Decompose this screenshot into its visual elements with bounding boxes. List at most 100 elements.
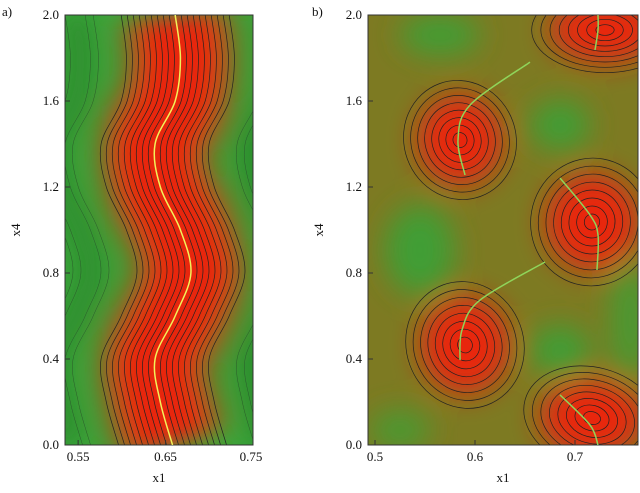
contour-line — [442, 320, 488, 370]
y-tick-label: 0.4 — [346, 351, 363, 366]
contour-line — [427, 305, 503, 385]
ridge-line — [457, 61, 531, 176]
contour-line — [457, 336, 473, 354]
contour-line — [557, 391, 627, 445]
contour-line — [530, 157, 638, 287]
contour-line — [171, 15, 210, 445]
contour-line — [549, 15, 638, 63]
contour-line — [272, 15, 309, 445]
contour-line — [548, 385, 636, 445]
contour-line — [403, 80, 517, 200]
contour-line — [540, 15, 638, 68]
contour-line — [434, 312, 496, 378]
y-axis-label: x4 — [311, 223, 326, 237]
contour-line — [141, 15, 180, 445]
ridge-line — [153, 15, 192, 445]
contour-line — [412, 289, 518, 401]
y-tick-label: 0.0 — [43, 437, 59, 452]
x-tick-label: 0.65 — [154, 449, 177, 464]
y-tick-label: 0.4 — [43, 351, 60, 366]
shade — [234, 102, 253, 445]
contour-line — [111, 15, 150, 445]
x-axis-label: x1 — [153, 470, 166, 485]
contour-line — [540, 378, 638, 445]
contour-line — [264, 15, 301, 445]
contour-line — [195, 15, 234, 445]
contour-line — [586, 18, 624, 42]
x-tick-label: 0.7 — [567, 449, 584, 464]
contour-line — [558, 15, 638, 58]
contour-line — [567, 15, 638, 52]
contour-line — [165, 15, 204, 445]
contour-line — [410, 87, 510, 193]
contour-line — [417, 94, 503, 186]
contour-line — [577, 15, 633, 47]
contour-line — [568, 197, 616, 247]
y-tick-label: 0.0 — [346, 437, 362, 452]
x-tick-label: 0.55 — [67, 449, 90, 464]
field-a — [65, 15, 309, 445]
contour-line — [424, 102, 496, 178]
ridge-line — [594, 15, 599, 51]
contour-line — [71, 15, 110, 445]
shade — [65, 15, 106, 445]
contour-line — [65, 15, 102, 445]
ridge-line — [559, 394, 599, 445]
y-tick-label: 1.6 — [43, 93, 60, 108]
contour-line — [523, 365, 638, 445]
plot-frame — [64, 14, 254, 446]
panel-label: a) — [2, 4, 12, 19]
y-axis-label: x4 — [8, 223, 23, 237]
contour-line — [207, 15, 246, 445]
contour-line — [147, 15, 186, 445]
contour-line — [566, 398, 618, 438]
contour-line — [117, 15, 156, 445]
contour-line — [449, 328, 481, 362]
y-tick-label: 0.8 — [346, 265, 362, 280]
contour-line — [189, 15, 228, 445]
x-tick-label: 0.6 — [467, 449, 484, 464]
ridge-line — [559, 177, 600, 271]
x-tick-label: 0.75 — [240, 449, 263, 464]
contour-line — [431, 109, 489, 171]
contour-line — [99, 15, 138, 445]
contour-line — [574, 404, 610, 432]
contour-line — [235, 110, 253, 441]
y-tick-label: 1.2 — [43, 179, 59, 194]
contour-line — [129, 15, 168, 445]
contour-line — [445, 124, 475, 156]
contour-line — [583, 411, 601, 425]
contour-line — [452, 132, 468, 148]
contour-line — [560, 189, 624, 255]
contour-line — [583, 213, 601, 231]
contour-line — [177, 15, 216, 445]
contour-line — [438, 117, 482, 163]
contour-line — [595, 24, 615, 36]
x-axis-label: x1 — [497, 470, 510, 485]
y-tick-label: 0.8 — [43, 265, 59, 280]
contour-line — [531, 15, 638, 74]
contour-line — [135, 15, 174, 445]
contour-line — [537, 165, 638, 279]
contour-line — [183, 15, 222, 445]
y-tick-label: 1.6 — [346, 93, 363, 108]
y-tick-label: 1.2 — [346, 179, 362, 194]
contour-line — [159, 15, 198, 445]
contour-line — [105, 15, 144, 445]
ridge-line — [459, 261, 546, 361]
contour-line — [201, 15, 240, 445]
contour-line — [65, 15, 82, 317]
contour-line — [420, 297, 510, 393]
contour-line — [243, 124, 253, 415]
panel-label: b) — [312, 4, 323, 19]
contour-line — [545, 173, 638, 271]
contour-line — [553, 181, 631, 263]
contour-line — [123, 15, 162, 445]
contour-line — [531, 372, 638, 445]
plot-frame — [367, 14, 639, 446]
contour-line — [405, 281, 525, 409]
y-tick-label: 2.0 — [346, 7, 362, 22]
x-tick-label: 0.5 — [367, 449, 383, 464]
